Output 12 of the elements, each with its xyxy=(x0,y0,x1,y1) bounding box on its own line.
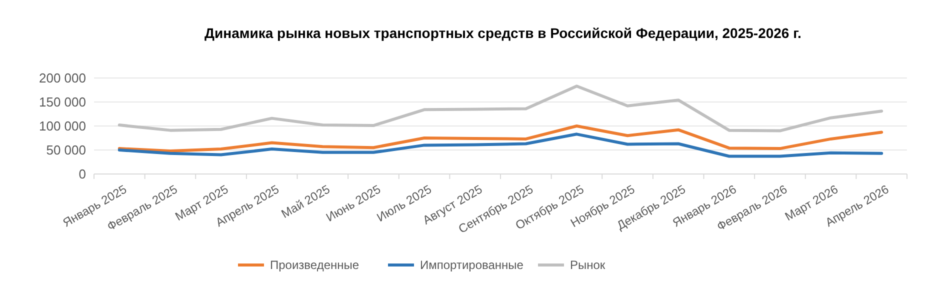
y-tick-label: 50 000 xyxy=(46,142,86,158)
y-tick-label: 200 000 xyxy=(39,70,86,86)
line-series xyxy=(118,84,884,132)
legend-label: Рынок xyxy=(570,258,606,272)
chart-title: Динамика рынка новых транспортных средств в Российской Федерации, 2025-2026 г. xyxy=(204,25,802,41)
y-tick-label: 150 000 xyxy=(39,94,86,110)
y-tick-label: 0 xyxy=(78,166,86,182)
y-tick-label: 100 000 xyxy=(39,118,86,134)
legend-label: Произведенные xyxy=(270,258,360,272)
legend-label: Импортированные xyxy=(420,258,524,272)
line-series xyxy=(118,124,884,152)
line-series xyxy=(118,132,884,158)
